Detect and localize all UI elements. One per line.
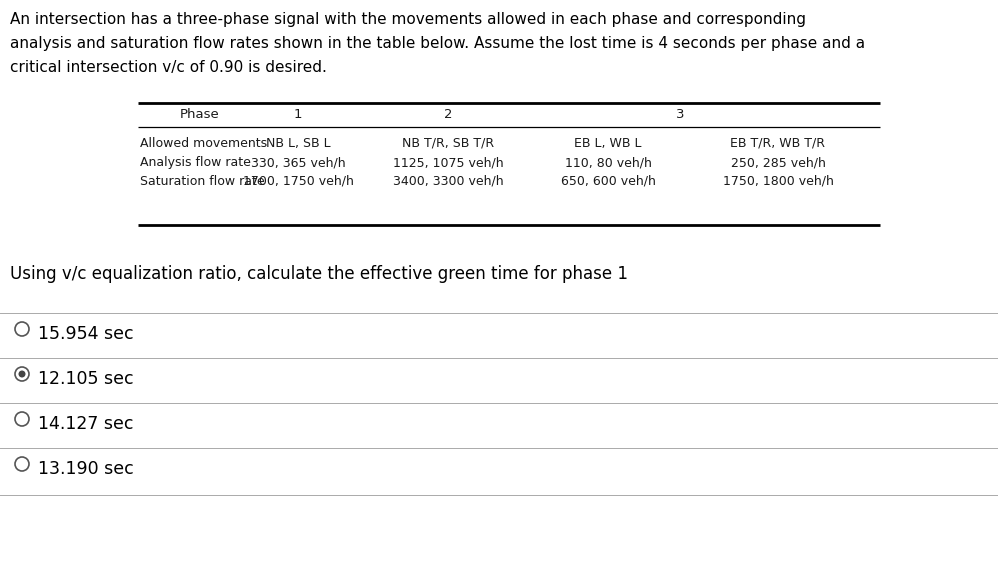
Text: 330, 365 veh/h: 330, 365 veh/h bbox=[250, 156, 345, 169]
Text: EB L, WB L: EB L, WB L bbox=[574, 137, 642, 150]
Text: 2: 2 bbox=[444, 108, 452, 121]
Text: 3: 3 bbox=[676, 108, 685, 121]
Text: NB L, SB L: NB L, SB L bbox=[265, 137, 330, 150]
Text: 110, 80 veh/h: 110, 80 veh/h bbox=[565, 156, 652, 169]
Text: Saturation flow rate: Saturation flow rate bbox=[140, 175, 264, 188]
Text: 13.190 sec: 13.190 sec bbox=[38, 460, 134, 478]
Text: 1: 1 bbox=[293, 108, 302, 121]
Text: Allowed movements: Allowed movements bbox=[140, 137, 267, 150]
Text: NB T/R, SB T/R: NB T/R, SB T/R bbox=[402, 137, 494, 150]
Text: analysis and saturation flow rates shown in the table below. Assume the lost tim: analysis and saturation flow rates shown… bbox=[10, 36, 865, 51]
Text: 1125, 1075 veh/h: 1125, 1075 veh/h bbox=[392, 156, 503, 169]
Text: Analysis flow rate: Analysis flow rate bbox=[140, 156, 250, 169]
Text: 15.954 sec: 15.954 sec bbox=[38, 325, 134, 343]
Text: An intersection has a three-phase signal with the movements allowed in each phas: An intersection has a three-phase signal… bbox=[10, 12, 806, 27]
Text: 14.127 sec: 14.127 sec bbox=[38, 415, 134, 433]
Text: 1750, 1800 veh/h: 1750, 1800 veh/h bbox=[723, 175, 833, 188]
Text: EB T/R, WB T/R: EB T/R, WB T/R bbox=[731, 137, 825, 150]
Text: Using v/c equalization ratio, calculate the effective green time for phase 1: Using v/c equalization ratio, calculate … bbox=[10, 265, 628, 283]
Text: Phase: Phase bbox=[180, 108, 220, 121]
Text: 12.105 sec: 12.105 sec bbox=[38, 370, 134, 388]
Text: 250, 285 veh/h: 250, 285 veh/h bbox=[731, 156, 825, 169]
Circle shape bbox=[19, 371, 26, 378]
Text: critical intersection v/c of 0.90 is desired.: critical intersection v/c of 0.90 is des… bbox=[10, 60, 327, 75]
Text: 3400, 3300 veh/h: 3400, 3300 veh/h bbox=[392, 175, 503, 188]
Text: 1700, 1750 veh/h: 1700, 1750 veh/h bbox=[243, 175, 353, 188]
Text: 650, 600 veh/h: 650, 600 veh/h bbox=[561, 175, 656, 188]
